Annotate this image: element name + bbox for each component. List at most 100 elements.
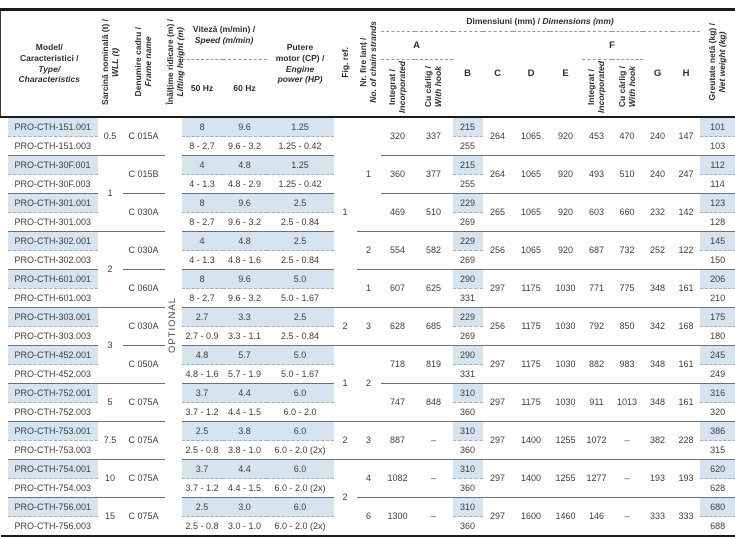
- power-cell: 2.5: [267, 308, 334, 327]
- dim-a-incorporated-cell: 554: [381, 232, 415, 270]
- power-cell: 1.25: [267, 156, 334, 175]
- dim-a-incorporated-cell: 718: [381, 346, 415, 384]
- chain-strands-cell: 2: [357, 232, 381, 270]
- table-header: Model/ Caracteristici / Type/ Characteri…: [1, 10, 735, 118]
- model-cell: PRO-CTH-302.003: [8, 251, 98, 270]
- col-header-dim-a: A: [381, 32, 453, 60]
- net-weight-cell: 114: [700, 175, 735, 194]
- model-header-line: Caracteristici /: [1, 53, 98, 64]
- speed-50hz-cell: 3.7: [182, 384, 223, 403]
- dim-c-cell: 297: [483, 270, 513, 308]
- col-header-dim-d: D: [513, 32, 550, 118]
- speed-60hz-cell: 3.3: [223, 308, 267, 327]
- wll-cell: 2: [98, 232, 123, 308]
- dim-e-cell: 1255: [550, 422, 582, 460]
- dim-d-cell: 1175: [513, 346, 550, 384]
- dim-h-cell: 122: [673, 232, 700, 270]
- dim-f-incorporated-cell: 603: [582, 194, 612, 232]
- wll-cell: 0.5: [98, 117, 123, 156]
- net-weight-cell: 150: [700, 251, 735, 270]
- wll-cell: 10: [98, 460, 123, 498]
- dim-a-incorporated-cell: 320: [381, 117, 415, 156]
- col-header-dim-e: E: [550, 32, 582, 118]
- dim-b-cell: 269: [453, 251, 483, 270]
- dim-c-cell: 264: [483, 156, 513, 194]
- net-weight-cell: 175: [700, 308, 735, 327]
- dim-f-with-hook-cell: 660: [612, 194, 643, 232]
- model-cell: PRO-CTH-301.001: [8, 194, 98, 213]
- speed-50hz-cell: 8: [182, 270, 223, 289]
- chain-strands-cell: 6: [357, 498, 381, 537]
- dim-d-cell: 1600: [513, 498, 550, 537]
- dim-a-with-hook-cell: –: [415, 498, 453, 537]
- optional-label: OPTIONAL: [168, 297, 178, 353]
- speed-60hz-cell: 4.8: [223, 232, 267, 251]
- dim-b-cell: 360: [453, 403, 483, 422]
- dim-a-incorporated-cell: 607: [381, 270, 415, 308]
- speed-50hz-cell: 2.5 - 0.8: [182, 441, 223, 460]
- col-header-dimensions-group: Dimensiuni (mm) / Dimensions (mm): [381, 10, 700, 32]
- dim-e-cell: 1030: [550, 270, 582, 308]
- speed-60hz-cell: 4.4: [223, 460, 267, 479]
- net-weight-cell: 123: [700, 194, 735, 213]
- dim-f-incorporated-cell: 771: [582, 270, 612, 308]
- power-cell: 6.0 - 2.0 (2x): [267, 517, 334, 537]
- net-weight-cell: 128: [700, 213, 735, 232]
- col-header-wll: Sarcină nominală (t) /WLL (t): [98, 10, 123, 118]
- dim-h-cell: 147: [673, 117, 700, 156]
- dim-b-cell: 331: [453, 289, 483, 308]
- frame-cell: C 030A: [123, 232, 165, 270]
- dim-h-cell: 228: [673, 422, 700, 460]
- speed-60hz-cell: 3.0 - 1.0: [223, 517, 267, 537]
- frame-cell: C 050A: [123, 346, 165, 384]
- fig-ref-cell: 1: [334, 346, 357, 422]
- frame-cell: C 030A: [123, 194, 165, 232]
- speed-50hz-cell: 2.5 - 0.8: [182, 517, 223, 537]
- dim-b-cell: 255: [453, 175, 483, 194]
- power-cell: 6.0 - 2.0 (2x): [267, 441, 334, 460]
- dim-b-cell: 269: [453, 213, 483, 232]
- chain-strands-cell: 3: [357, 308, 381, 346]
- dim-a-with-hook-cell: 685: [415, 308, 453, 346]
- speed-50hz-cell: 2.5: [182, 422, 223, 441]
- col-header-dim-b: B: [453, 32, 483, 118]
- dim-f-with-hook-cell: 775: [612, 270, 643, 308]
- col-header-dim-c: C: [483, 32, 513, 118]
- net-weight-cell: 103: [700, 137, 735, 156]
- dim-b-cell: 290: [453, 270, 483, 289]
- speed-60hz-cell: 3.3 - 1.1: [223, 327, 267, 346]
- dim-a-incorporated-cell: 1300: [381, 498, 415, 537]
- dim-e-cell: 920: [550, 156, 582, 194]
- speed-50hz-cell: 3.7: [182, 460, 223, 479]
- speed-60hz-cell: 5.7 - 1.9: [223, 365, 267, 384]
- power-cell: 5.0 - 1.67: [267, 365, 334, 384]
- model-header-line: Characteristics: [1, 74, 98, 85]
- net-weight-cell: 210: [700, 289, 735, 308]
- power-cell: 2.5 - 0.84: [267, 251, 334, 270]
- speed-50hz-cell: 2.7: [182, 308, 223, 327]
- dim-b-cell: 310: [453, 498, 483, 517]
- dim-b-cell: 255: [453, 137, 483, 156]
- dim-b-cell: 290: [453, 346, 483, 365]
- speed-60hz-cell: 9.6 - 3.2: [223, 289, 267, 308]
- dim-f-with-hook-cell: –: [612, 460, 643, 498]
- dim-g-cell: 348: [643, 270, 673, 308]
- model-cell: PRO-CTH-30F.003: [8, 175, 98, 194]
- chain-strands-cell: 2: [357, 346, 381, 422]
- dim-b-cell: 229: [453, 308, 483, 327]
- net-weight-cell: 628: [700, 479, 735, 498]
- power-cell: 6.0: [267, 498, 334, 517]
- dim-e-cell: 920: [550, 194, 582, 232]
- dim-f-incorporated-cell: 493: [582, 156, 612, 194]
- dim-c-cell: 297: [483, 422, 513, 460]
- speed-60hz-cell: 5.7: [223, 346, 267, 365]
- dim-d-cell: 1065: [513, 117, 550, 156]
- dim-d-cell: 1400: [513, 422, 550, 460]
- dim-a-with-hook-cell: 819: [415, 346, 453, 384]
- col-header-dim-f: F: [582, 32, 643, 60]
- model-cell: PRO-CTH-452.001: [8, 346, 98, 365]
- frame-cell: C 075A: [123, 384, 165, 422]
- dim-a-with-hook-cell: 377: [415, 156, 453, 194]
- col-header-f-incorporated: Integrat /Incorporated: [582, 60, 612, 118]
